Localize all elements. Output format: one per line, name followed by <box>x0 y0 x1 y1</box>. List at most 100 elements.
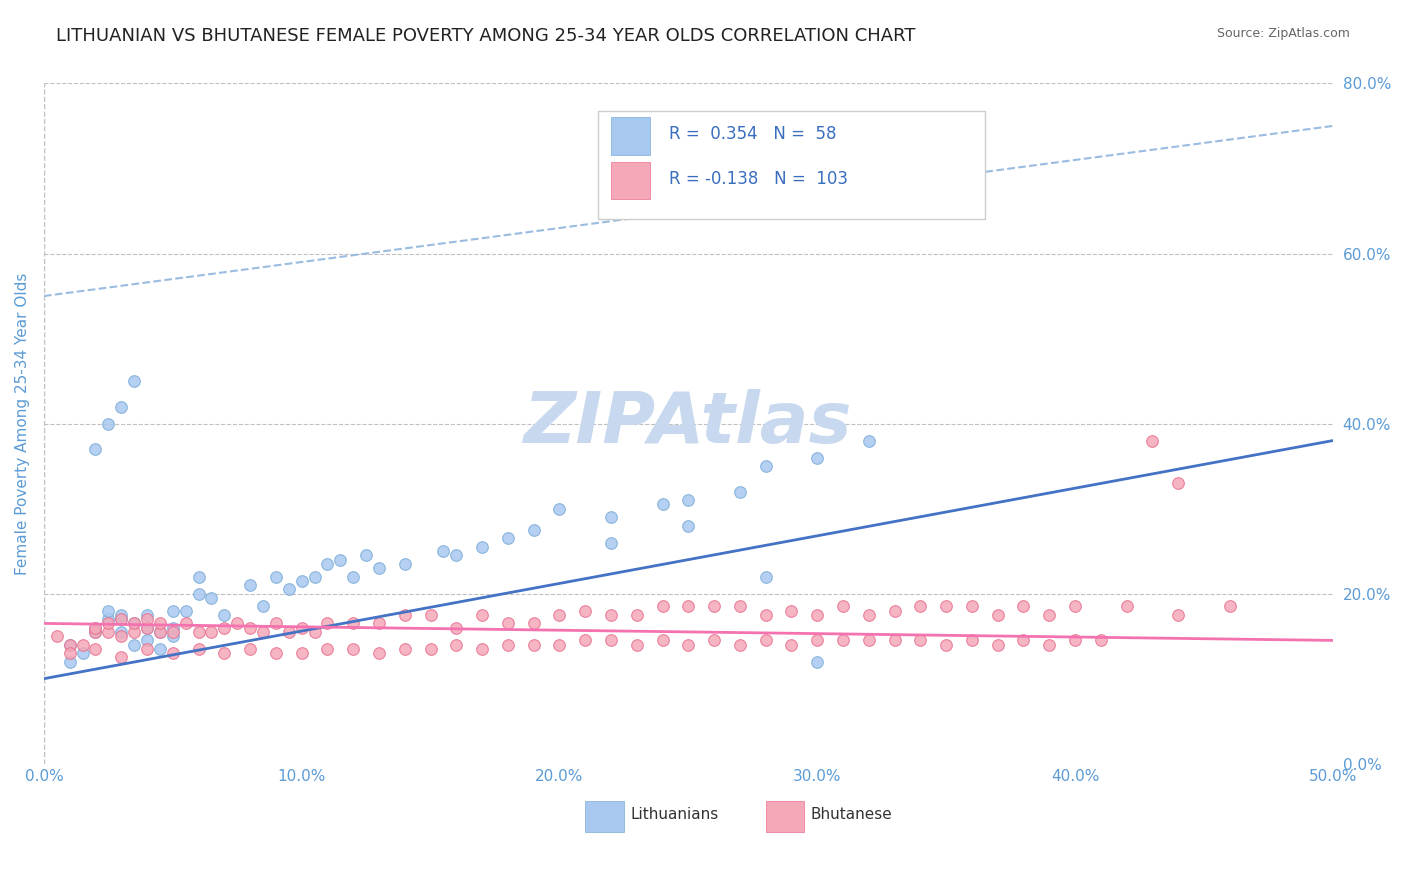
Point <box>806 450 828 465</box>
Point <box>226 616 249 631</box>
Point <box>806 633 828 648</box>
Point <box>728 484 751 499</box>
Point <box>935 638 957 652</box>
Point <box>84 621 107 635</box>
Point <box>496 532 519 546</box>
Point <box>728 638 751 652</box>
Point <box>935 599 957 614</box>
Point <box>136 641 159 656</box>
Point <box>174 604 197 618</box>
Point <box>316 616 339 631</box>
Point <box>136 621 159 635</box>
Point <box>496 638 519 652</box>
Point <box>368 616 391 631</box>
Point <box>316 641 339 656</box>
Point <box>136 612 159 626</box>
Point <box>780 604 803 618</box>
Point <box>214 621 236 635</box>
Point <box>678 493 700 508</box>
Point <box>342 641 364 656</box>
Point <box>678 638 700 652</box>
Point <box>136 633 159 648</box>
Point <box>910 599 932 614</box>
Point <box>446 638 468 652</box>
Point <box>574 604 596 618</box>
Point <box>600 633 623 648</box>
Point <box>110 629 132 643</box>
Text: Lithuanians: Lithuanians <box>630 807 718 822</box>
Point <box>574 633 596 648</box>
Point <box>755 633 778 648</box>
Point <box>368 561 391 575</box>
Text: R = -0.138   N =  103: R = -0.138 N = 103 <box>669 169 848 187</box>
Point <box>419 607 441 622</box>
Point <box>471 641 494 656</box>
Point <box>858 633 880 648</box>
Point <box>97 604 120 618</box>
Point <box>548 638 571 652</box>
Point <box>187 624 209 639</box>
Point <box>419 641 441 656</box>
Point <box>277 582 299 597</box>
Point <box>883 604 905 618</box>
Text: R =  0.354   N =  58: R = 0.354 N = 58 <box>669 126 837 144</box>
Point <box>523 523 546 537</box>
Point <box>291 646 314 660</box>
Point <box>678 518 700 533</box>
Text: Source: ZipAtlas.com: Source: ZipAtlas.com <box>1216 27 1350 40</box>
Point <box>291 621 314 635</box>
Point <box>264 569 287 583</box>
Point <box>1090 633 1112 648</box>
Point <box>960 599 983 614</box>
Point <box>187 641 209 656</box>
Point <box>97 417 120 431</box>
Text: LITHUANIAN VS BHUTANESE FEMALE POVERTY AMONG 25-34 YEAR OLDS CORRELATION CHART: LITHUANIAN VS BHUTANESE FEMALE POVERTY A… <box>56 27 915 45</box>
Point <box>446 621 468 635</box>
Point <box>678 599 700 614</box>
Point <box>59 655 82 669</box>
Point <box>755 459 778 474</box>
Point <box>342 616 364 631</box>
Point <box>626 607 648 622</box>
Point <box>110 612 132 626</box>
Point <box>59 646 82 660</box>
Point <box>72 646 94 660</box>
Point <box>122 624 145 639</box>
Point <box>806 655 828 669</box>
Point <box>84 442 107 456</box>
Point <box>728 599 751 614</box>
Point <box>84 624 107 639</box>
Point <box>832 599 855 614</box>
Point <box>110 607 132 622</box>
Point <box>626 638 648 652</box>
Point <box>45 629 67 643</box>
Point <box>1167 476 1189 491</box>
Point <box>110 624 132 639</box>
Point <box>858 434 880 448</box>
Point <box>149 641 172 656</box>
Point <box>394 557 416 571</box>
Point <box>1115 599 1137 614</box>
Point <box>97 616 120 631</box>
Point <box>651 599 673 614</box>
Point <box>110 612 132 626</box>
Point <box>162 624 184 639</box>
Point <box>354 549 377 563</box>
Y-axis label: Female Poverty Among 25-34 Year Olds: Female Poverty Among 25-34 Year Olds <box>15 272 30 574</box>
Point <box>214 607 236 622</box>
Point <box>471 540 494 554</box>
Text: Bhutanese: Bhutanese <box>811 807 893 822</box>
Point <box>97 624 120 639</box>
Text: ZIPAtlas: ZIPAtlas <box>524 389 852 458</box>
Point <box>304 569 326 583</box>
Point <box>1064 633 1087 648</box>
Point <box>149 624 172 639</box>
FancyBboxPatch shape <box>598 111 984 219</box>
Point <box>174 616 197 631</box>
Point <box>755 569 778 583</box>
Point <box>960 633 983 648</box>
Point <box>806 607 828 622</box>
Point <box>600 535 623 549</box>
Point <box>832 633 855 648</box>
Point <box>84 641 107 656</box>
